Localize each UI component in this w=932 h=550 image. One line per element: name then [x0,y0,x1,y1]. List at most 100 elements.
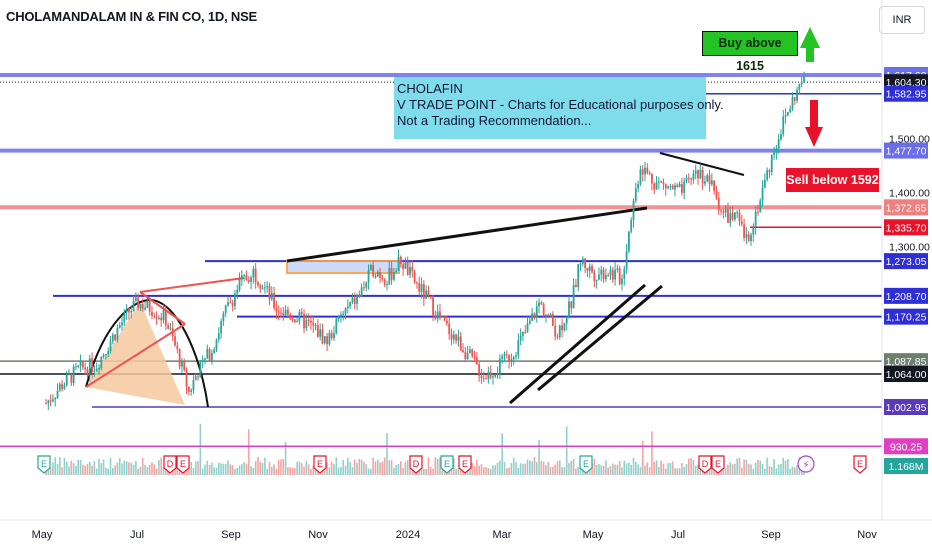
volume-bar [563,467,566,475]
volume-bar [782,457,785,475]
earnings-badge-icon[interactable] [440,455,454,474]
earnings-badge-icon[interactable] [176,455,190,474]
candle-body [280,312,282,314]
candle-body [105,354,107,356]
candle-body [259,285,262,289]
candle-body [429,296,432,298]
candle-body [701,169,704,184]
candle-body [314,325,317,327]
volume-bar [538,440,540,475]
volume-bar [370,468,372,475]
volume-bar [56,463,59,475]
volume-bar [201,468,204,475]
volume-bar [146,467,149,475]
earnings-badge-icon[interactable] [579,455,593,474]
earnings-badge-icon[interactable] [711,455,725,474]
volume-bar [759,460,762,475]
volume-bar [300,463,303,475]
volume-bar [275,468,278,475]
earnings-badge-icon[interactable] [313,455,327,474]
currency-selector[interactable]: INR [879,6,925,34]
earnings-badge-icon[interactable] [458,455,472,474]
volume-bar [671,461,674,475]
earnings-badge-icon[interactable] [37,455,51,474]
pattern-line-1 [85,323,186,388]
volume-bar [572,458,575,475]
candle-body [70,374,73,383]
volume-bar [229,464,232,475]
level-tag [884,142,928,159]
candle-body [706,175,709,182]
volume-bar [95,468,98,475]
candle-body [747,234,750,241]
candle-body [77,365,80,367]
candle-body [164,310,167,326]
candle-body [733,212,736,220]
candle-body [312,322,315,326]
candle-body [215,339,218,350]
volume-bar [284,442,287,475]
channel-line-2 [537,284,663,392]
volume-bar [100,463,103,475]
dividend-badge-icon[interactable] [409,455,423,474]
candle-body [542,304,545,317]
candle-body [471,349,474,357]
volume-bar [296,461,298,475]
volume-bar [70,460,73,475]
volume-bar [335,457,338,475]
candle-body [558,325,561,338]
volume-bar [132,464,135,475]
candle-body [551,314,554,326]
candle-body [584,258,587,268]
candle-body [411,267,414,272]
candle-body [549,314,552,316]
volume-bar [153,464,156,475]
volume-bar [639,467,642,475]
candle-body [466,353,469,359]
volume-bar [478,465,480,475]
volume-bar [363,461,365,475]
event-badge-label: D [167,459,174,469]
candle-body [305,320,308,329]
volume-bar [745,459,748,475]
volume-bar [685,464,688,475]
volume-bar [503,462,506,475]
candle-body [360,287,363,297]
volume-bar [197,460,199,475]
earnings-badge-icon[interactable] [853,455,867,474]
volume-bar [487,468,490,475]
candle-body [310,320,312,323]
volume-bar [558,460,561,475]
dividend-badge-icon[interactable] [698,455,712,474]
dividend-badge-icon[interactable] [163,455,177,474]
candle-body [363,287,365,289]
candle-body [618,268,621,285]
candle-body [768,170,771,173]
event-badge-label: E [180,459,186,469]
volume-bar [764,468,766,475]
x-tick-label: May [583,529,604,541]
volume-bar [112,468,114,475]
level-tag [884,438,928,455]
consolidation-box [286,260,400,274]
candle-body [800,82,803,85]
level-tag [884,308,928,325]
volume-bar [630,464,633,475]
volume-bar [77,459,80,475]
volume-bar [768,466,771,475]
volume-bar [515,462,517,475]
volume-bar [524,463,527,475]
candle-body [487,371,490,380]
candle-body [257,282,259,286]
x-tick-label: May [32,529,53,541]
candle-body [45,403,47,405]
candle-body [63,385,66,390]
x-tick-label: Nov [308,529,328,541]
volume-bar [683,467,685,475]
split-icon[interactable] [797,455,815,473]
level-tag-label: 1,002.95 [886,402,927,414]
volume-bar [349,462,351,475]
volume-bar [791,466,794,475]
event-badge-label: E [715,459,721,469]
candle-body [798,84,801,90]
